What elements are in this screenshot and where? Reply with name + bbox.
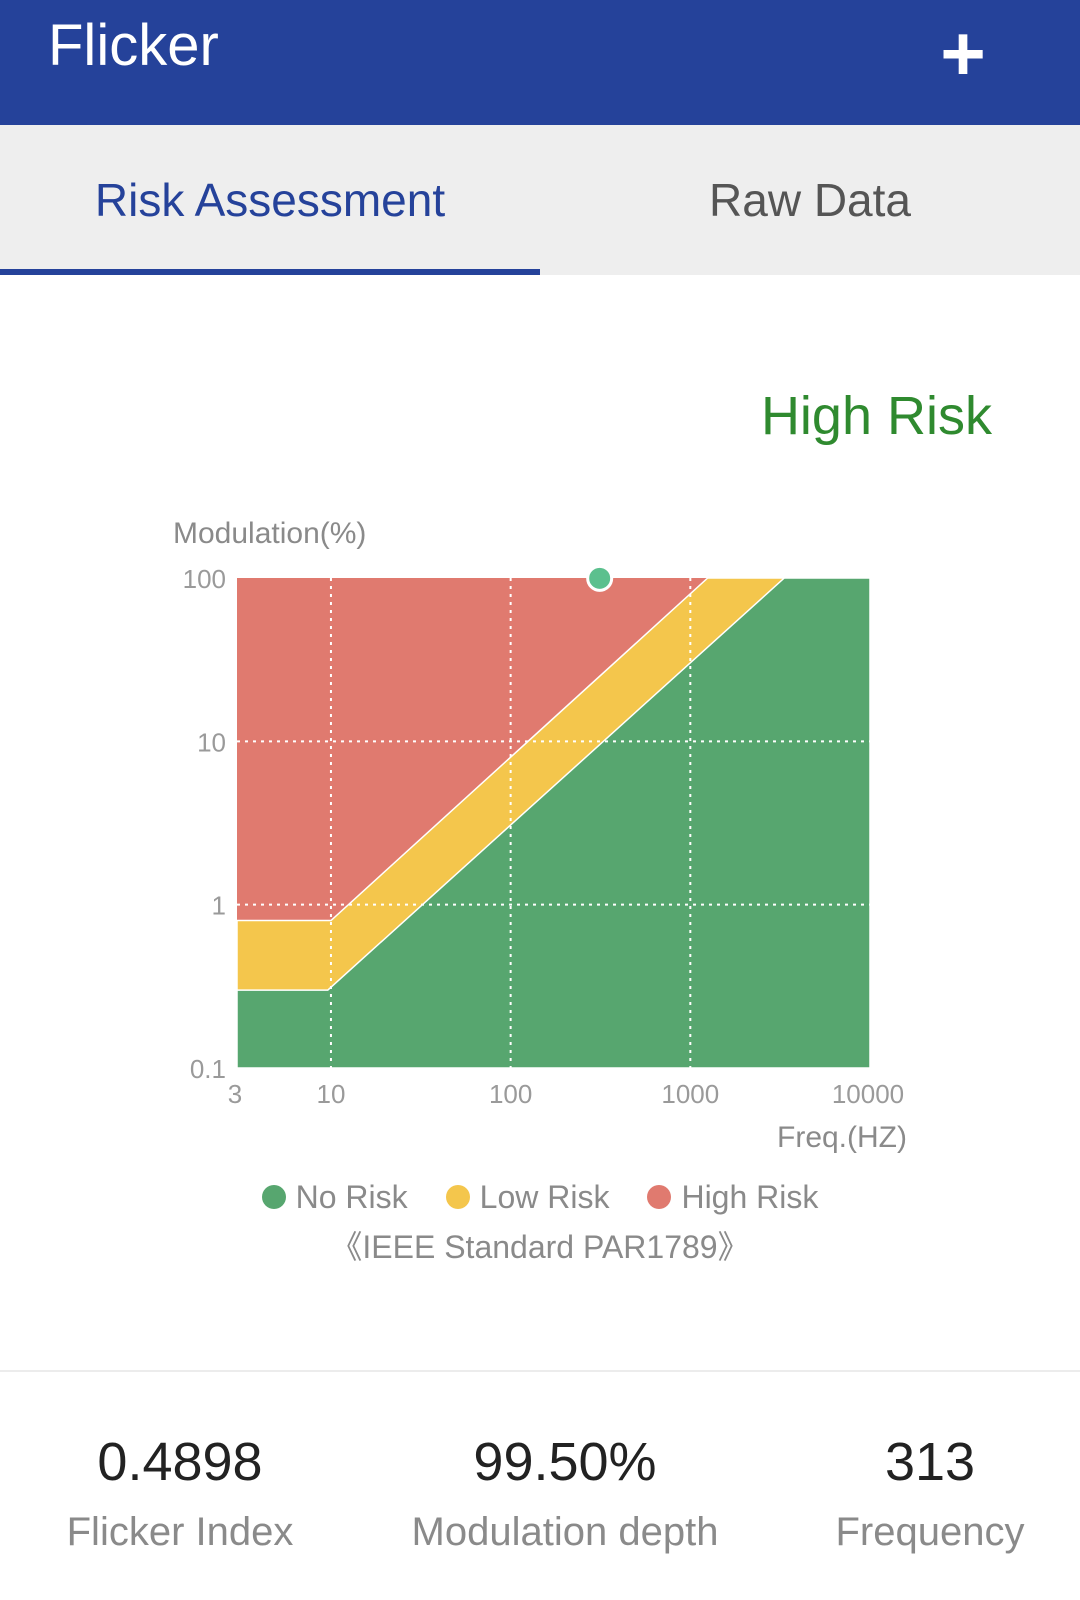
legend-dot-no-risk — [261, 1185, 286, 1209]
legend-dot-high-risk — [647, 1185, 672, 1209]
chart-legend: No Risk Low Risk High Risk — [0, 1172, 1080, 1222]
tab-indicator — [0, 269, 540, 275]
x-tick-label-100: 100 — [489, 1079, 532, 1109]
y-tick-label-1: 1 — [212, 891, 226, 921]
risk-status: High Risk — [760, 386, 992, 446]
measurement-point — [586, 564, 614, 592]
x-tick-label-3: 3 — [228, 1079, 242, 1109]
flicker-index-label: Flicker Index — [66, 1510, 294, 1554]
tab-raw-data[interactable]: Raw Data — [709, 174, 911, 226]
flicker-index-value: 0.4898 — [97, 1432, 263, 1492]
stat-modulation-depth: 99.50% Modulation depth — [400, 1430, 730, 1560]
frequency-value: 313 — [884, 1432, 976, 1492]
stat-flicker-index: 0.4898 Flicker Index — [60, 1430, 300, 1560]
modulation-depth-label: Modulation depth — [411, 1510, 719, 1554]
legend-label-no-risk: No Risk — [295, 1178, 408, 1215]
modulation-depth-value: 99.50% — [473, 1432, 657, 1492]
tab-bar: Risk Assessment Raw Data — [0, 125, 1080, 275]
y-tick-label-10: 10 — [197, 727, 226, 757]
y-axis-label: Modulation(%) — [173, 517, 366, 550]
legend-label-high-risk: High Risk — [681, 1178, 819, 1215]
app-bar: Flicker + — [0, 0, 1080, 125]
legend-item-high-risk: High Risk — [647, 1179, 818, 1216]
x-tick-label-10000: 10000 — [832, 1079, 904, 1109]
app-title: Flicker — [48, 13, 219, 78]
tab-risk-assessment[interactable]: Risk Assessment — [94, 174, 446, 226]
region-no-risk — [236, 577, 871, 1069]
legend-label-low-risk: Low Risk — [479, 1178, 610, 1215]
plus-icon[interactable]: + — [940, 9, 986, 97]
legend-item-no-risk: No Risk — [261, 1178, 408, 1216]
legend-item-low-risk: Low Risk — [445, 1178, 610, 1216]
x-tick-label-1000: 1000 — [661, 1079, 719, 1109]
stat-frequency: 313 Frequency — [820, 1430, 1040, 1560]
risk-chart: Modulation(%) Freq.(HZ) 3 10 100 1000 10000 1… — [173, 517, 907, 1154]
divider — [0, 1370, 1080, 1372]
legend-dot-low-risk — [445, 1185, 470, 1209]
x-axis-label: Freq.(HZ) — [777, 1121, 907, 1154]
frequency-label: Frequency — [835, 1510, 1025, 1554]
standard-note: 《IEEE Standard PAR1789》 — [330, 1229, 750, 1265]
y-tick-label-0.1: 0.1 — [190, 1054, 226, 1084]
y-tick-label-100: 100 — [183, 564, 226, 594]
x-tick-label-10: 10 — [316, 1079, 345, 1109]
